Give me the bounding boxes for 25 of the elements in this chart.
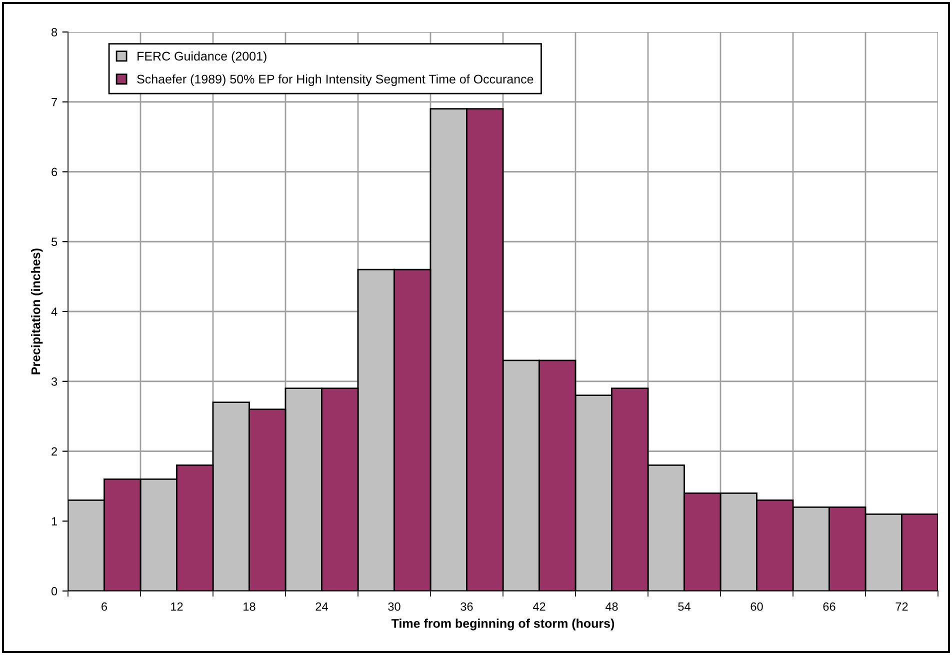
x-tick-label: 72 — [896, 602, 908, 611]
x-tick-label: 66 — [823, 602, 836, 611]
x-tick-label: 54 — [678, 602, 690, 611]
x-tick-label: 60 — [750, 602, 763, 611]
y-tick-label: 2 — [52, 447, 57, 456]
legend-label: FERC Guidance (2001) — [138, 51, 266, 64]
y-axis-title: Precipitation (inches) — [31, 248, 43, 374]
y-tick-label: 6 — [52, 168, 58, 176]
y-tick-label: 0 — [51, 587, 58, 596]
y-tick-label: 7 — [52, 98, 57, 106]
x-tick-label: 42 — [532, 602, 546, 611]
y-tick-label: 3 — [51, 377, 58, 386]
legend-label: Schaefer (1989) 50% EP for High Intensity Segment Time of Occurance — [137, 74, 534, 86]
x-tick-label: 48 — [605, 602, 618, 611]
x-tick-label: 36 — [460, 602, 473, 611]
x-axis-title: Time from beginning of storm (hours) — [391, 618, 614, 630]
x-tick-label: 6 — [102, 602, 108, 611]
x-tick-label: 12 — [171, 602, 183, 611]
x-tick-label: 24 — [316, 602, 328, 611]
y-tick-label: 1 — [52, 517, 58, 526]
y-tick-label: 5 — [51, 238, 58, 246]
x-tick-label: 30 — [388, 602, 400, 611]
y-tick-label: 4 — [51, 308, 58, 316]
y-tick-label: 8 — [52, 28, 58, 36]
x-tick-label: 18 — [244, 602, 256, 611]
